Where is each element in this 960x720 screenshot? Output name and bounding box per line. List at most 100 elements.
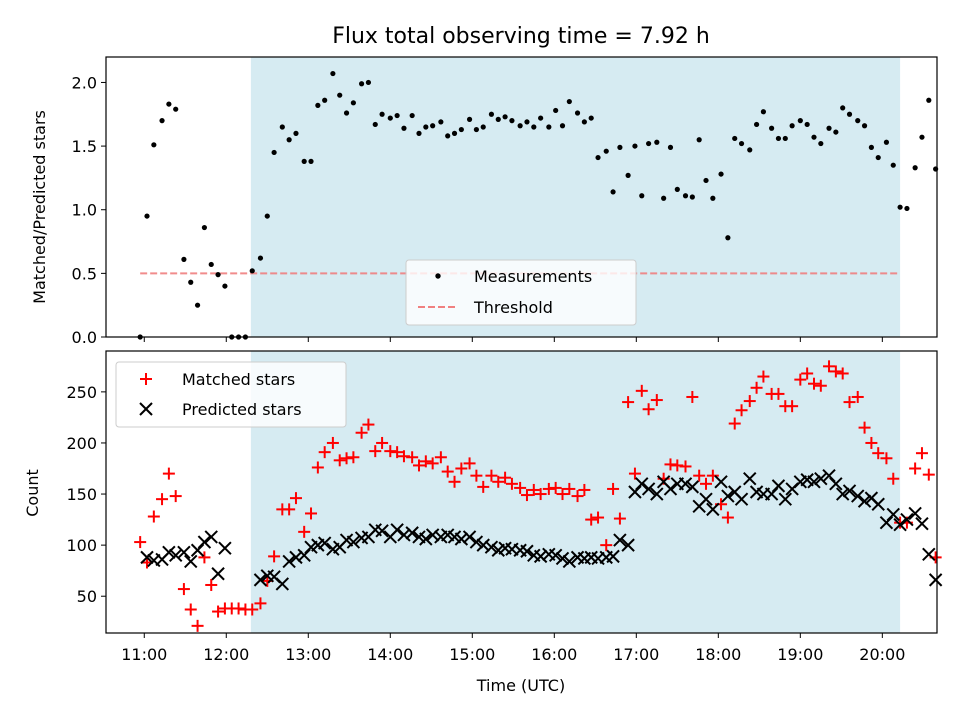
predicted-star-point bbox=[162, 545, 176, 559]
measurement-point bbox=[875, 154, 881, 161]
predicted-star-stroke bbox=[871, 497, 885, 511]
measurement-point bbox=[546, 124, 552, 130]
measurement-point bbox=[846, 111, 853, 117]
matched-star-point bbox=[326, 436, 339, 449]
predicted-star-stroke bbox=[425, 528, 440, 542]
measurement-point bbox=[595, 154, 601, 161]
predicted-star-point bbox=[613, 533, 627, 547]
legend-predicted-marker bbox=[139, 402, 153, 416]
predicted-star-point bbox=[641, 482, 656, 496]
matched-star-point bbox=[757, 370, 770, 383]
matched-star-point bbox=[333, 454, 346, 467]
predicted-star-stroke bbox=[267, 570, 281, 584]
predicted-star-point bbox=[346, 535, 361, 549]
measurement-point bbox=[682, 193, 689, 199]
measurement-point bbox=[451, 130, 458, 136]
matched-star-point bbox=[823, 360, 836, 373]
legend-matched-marker bbox=[140, 373, 152, 385]
matched-star-point bbox=[198, 551, 211, 564]
measurement-point bbox=[625, 172, 631, 178]
predicted-star-stroke bbox=[743, 472, 757, 486]
predicted-star-stroke bbox=[678, 477, 693, 491]
matched-star-point bbox=[520, 489, 533, 502]
predicted-star-stroke bbox=[462, 530, 477, 544]
matched-star-point bbox=[909, 462, 922, 475]
predicted-star-point bbox=[533, 549, 548, 564]
predicted-star-stroke bbox=[734, 492, 749, 506]
legend-matched-label: Matched stars bbox=[182, 370, 295, 389]
measurement-point bbox=[718, 171, 724, 177]
measurement-point bbox=[883, 139, 890, 145]
matched-star-point bbox=[700, 477, 713, 490]
predicted-star-stroke bbox=[527, 548, 541, 563]
measurement-point bbox=[538, 115, 544, 121]
predicted-star-stroke bbox=[218, 541, 232, 555]
predicted-star-stroke bbox=[555, 551, 570, 566]
measurement-point bbox=[337, 92, 343, 98]
matched-star-point bbox=[851, 390, 864, 403]
predicted-star-stroke bbox=[721, 489, 735, 503]
measurement-point bbox=[566, 98, 572, 105]
predicted-star-stroke bbox=[140, 550, 154, 565]
predicted-star-point bbox=[650, 487, 664, 501]
predicted-star-stroke bbox=[714, 475, 728, 489]
measurement-point bbox=[458, 126, 464, 133]
bottom-x-tick-label: 13:00 bbox=[285, 645, 331, 664]
measurement-point bbox=[194, 302, 201, 308]
matched-star-point bbox=[156, 493, 169, 506]
measurement-point bbox=[343, 110, 350, 116]
predicted-star-stroke bbox=[390, 523, 404, 537]
measurement-point bbox=[473, 126, 479, 133]
bottom-legend-box bbox=[115, 361, 347, 428]
predicted-star-stroke bbox=[542, 547, 556, 562]
predicted-star-point bbox=[520, 544, 534, 558]
predicted-star-point bbox=[469, 535, 484, 549]
top-panel: 0.00.51.01.52.0 Matched/Predicted stars … bbox=[30, 56, 939, 347]
predicted-star-point bbox=[425, 528, 440, 542]
matched-star-point bbox=[858, 421, 871, 434]
measurement-point bbox=[208, 261, 214, 268]
matched-star-point bbox=[807, 377, 820, 390]
bottom-x-tick-label: 18:00 bbox=[695, 645, 741, 664]
matched-star-point bbox=[600, 539, 613, 552]
predicted-star-stroke bbox=[800, 473, 814, 487]
predicted-star-stroke bbox=[346, 535, 361, 549]
matched-star-point bbox=[843, 396, 856, 409]
top-y-tick-label: 1.5 bbox=[72, 137, 97, 156]
predicted-star-point bbox=[562, 554, 577, 569]
predicted-star-stroke bbox=[915, 516, 929, 531]
matched-star-point bbox=[664, 458, 677, 471]
predicted-star-stroke bbox=[613, 533, 627, 547]
measurement-point bbox=[379, 111, 385, 117]
predicted-star-point bbox=[375, 524, 389, 538]
matched-star-point bbox=[147, 510, 160, 523]
predicted-star-point bbox=[555, 551, 570, 566]
matched-star-point bbox=[191, 619, 204, 632]
predicted-star-stroke bbox=[476, 538, 490, 552]
top-y-tick-label: 1.0 bbox=[72, 201, 97, 220]
matched-star-point bbox=[406, 451, 419, 464]
predicted-star-stroke bbox=[484, 540, 499, 554]
matched-star-point bbox=[571, 490, 584, 503]
matched-star-point bbox=[448, 475, 461, 488]
predicted-star-stroke bbox=[289, 550, 303, 565]
matched-star-point bbox=[134, 536, 147, 549]
matched-star-point bbox=[728, 417, 741, 430]
bottom-shaded-region bbox=[250, 351, 901, 633]
matched-star-point bbox=[887, 472, 900, 485]
matched-star-point bbox=[477, 480, 490, 493]
bottom-x-tick-label: 15:00 bbox=[449, 645, 495, 664]
predicted-star-point bbox=[814, 472, 828, 486]
measurement-point bbox=[553, 107, 559, 114]
measurement-point bbox=[173, 106, 179, 112]
predicted-star-point bbox=[778, 492, 792, 506]
measurement-point bbox=[574, 110, 581, 116]
matched-star-point bbox=[340, 452, 353, 465]
predicted-star-point bbox=[140, 550, 154, 565]
predicted-star-point bbox=[548, 548, 563, 563]
measurement-point bbox=[696, 137, 702, 143]
matched-star-point bbox=[305, 507, 318, 520]
predicted-star-stroke bbox=[706, 502, 720, 517]
predicted-star-stroke bbox=[771, 479, 786, 493]
matched-star-point bbox=[362, 418, 375, 431]
